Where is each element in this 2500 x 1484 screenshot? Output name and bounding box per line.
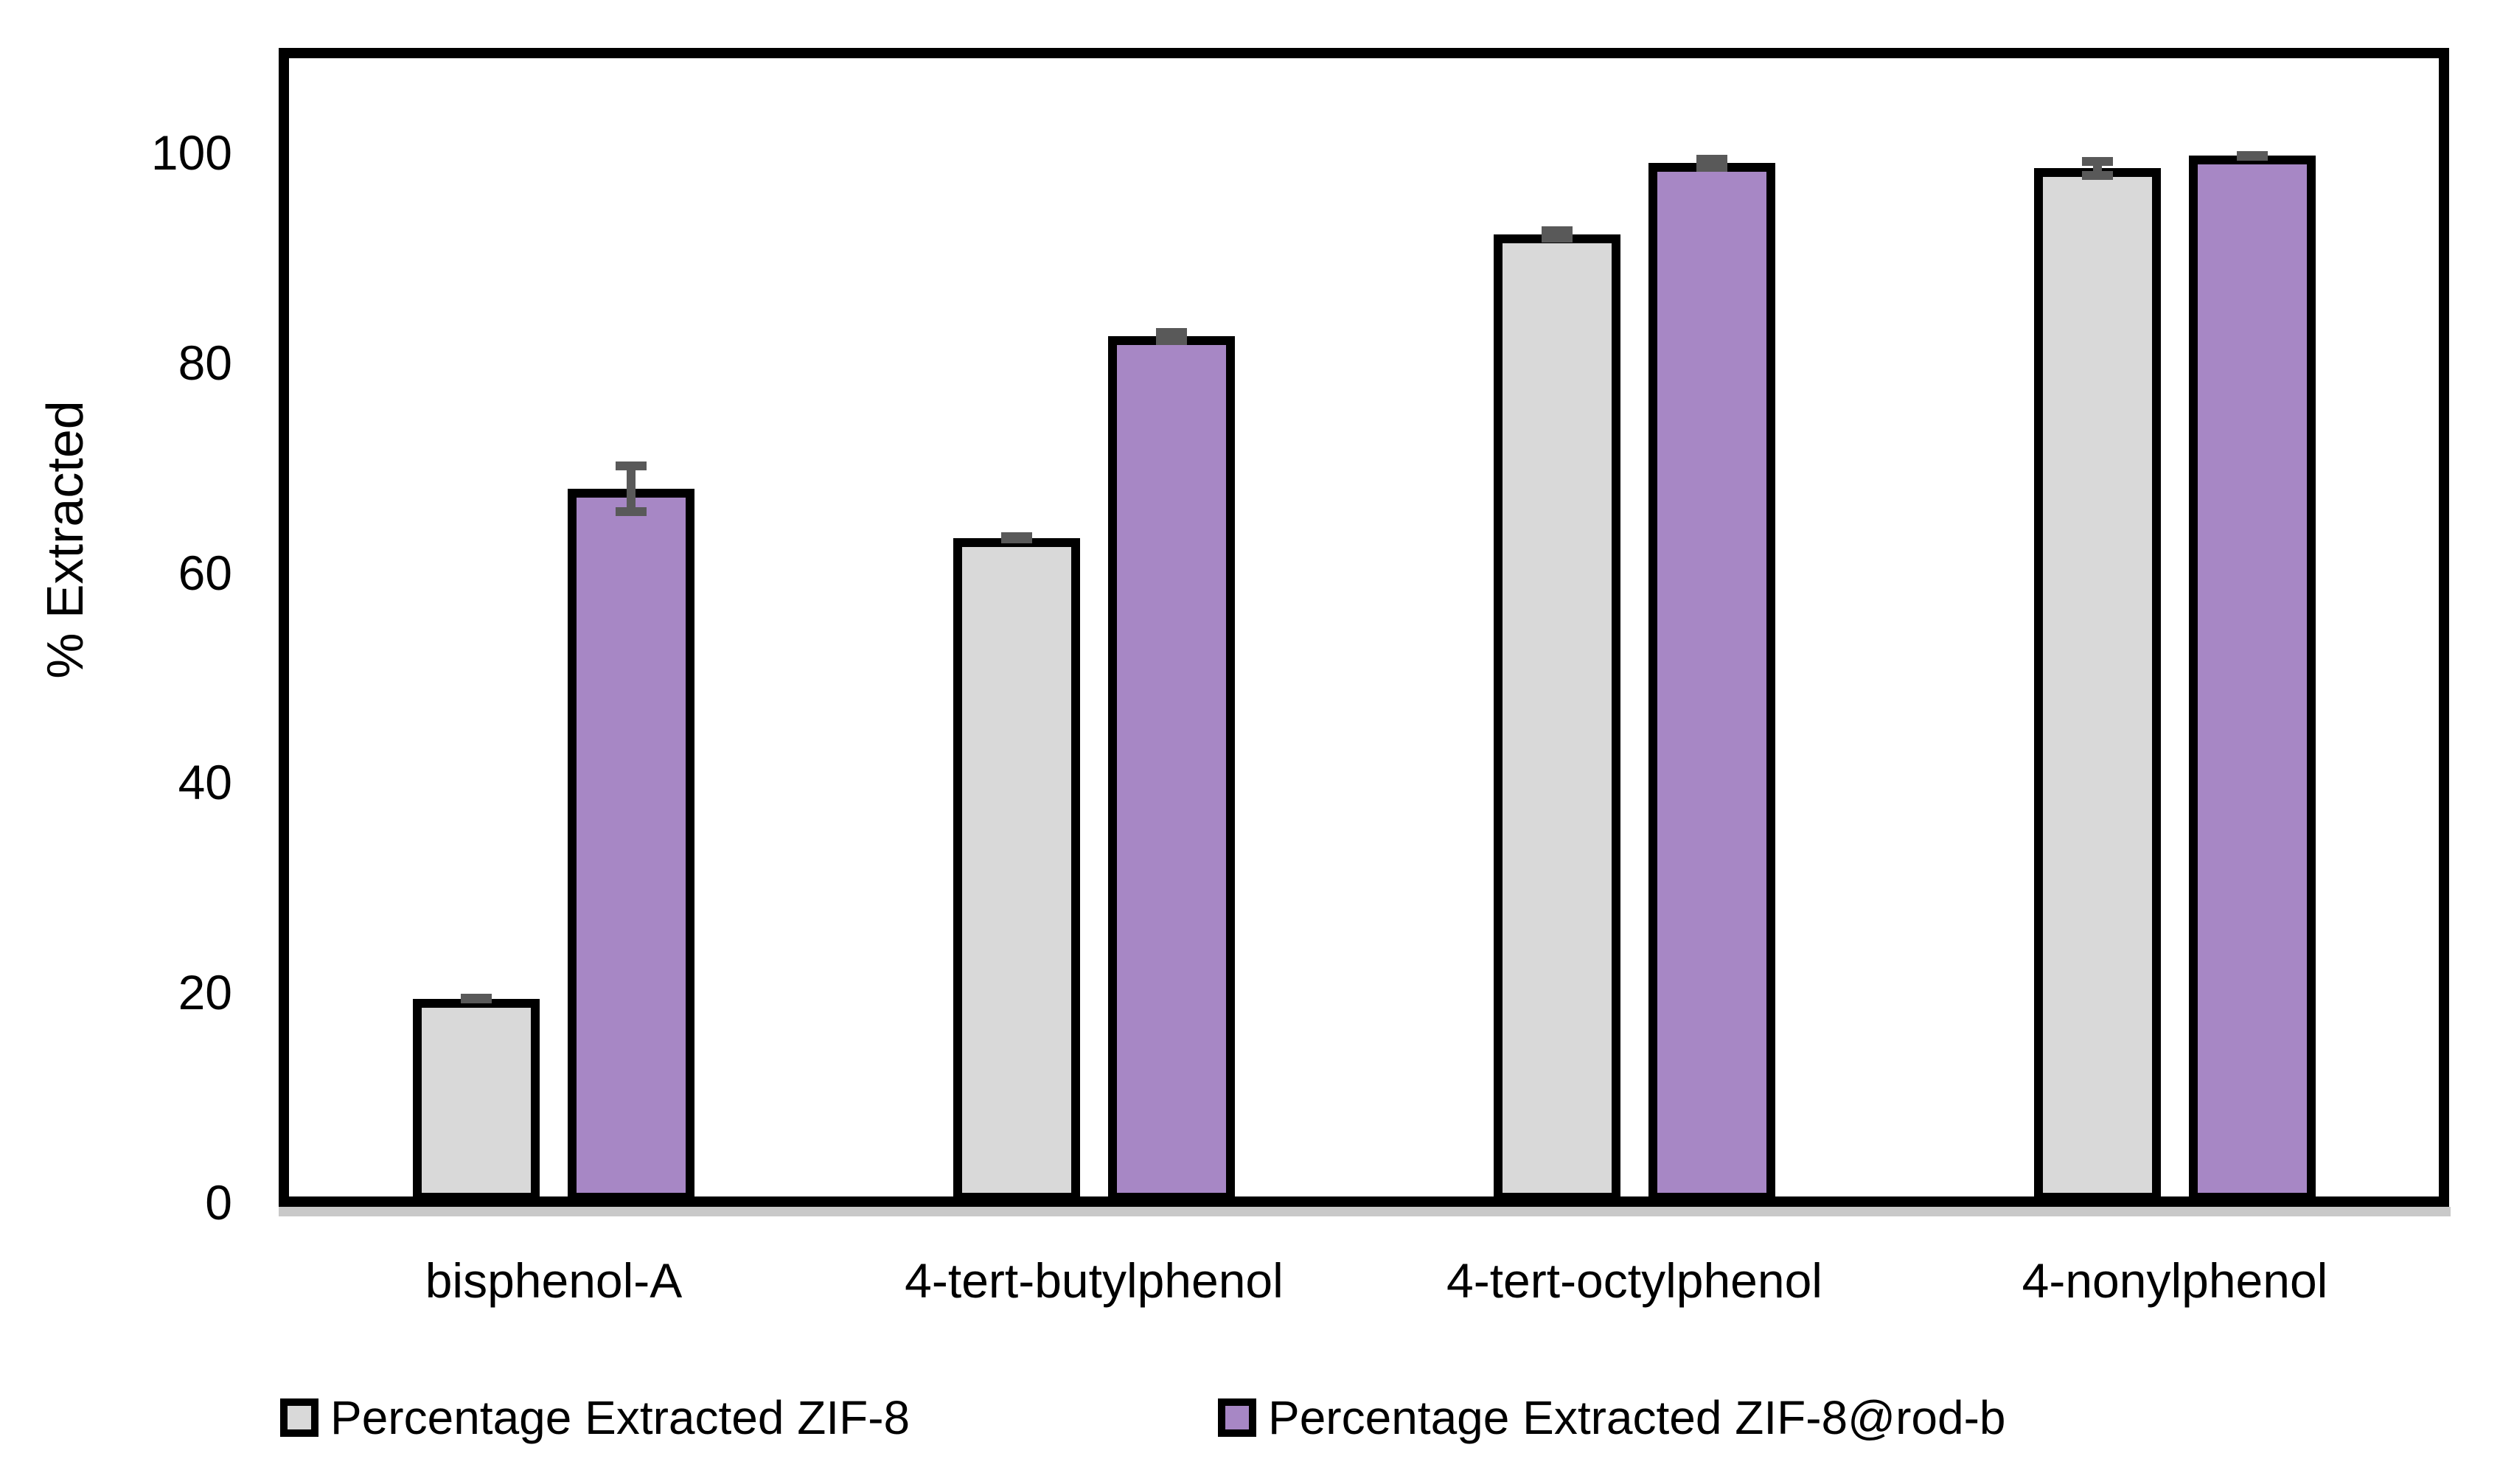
bar-zif8-rod-b-1 (1108, 336, 1235, 1202)
error-bar-cap (1696, 162, 1727, 172)
error-bar-cap (1542, 234, 1573, 243)
bar-zif8-1 (953, 537, 1080, 1202)
bar-zif8-rod-b-3 (2189, 156, 2316, 1202)
legend-label-1: Percentage Extracted ZIF-8@rod-b (1268, 1391, 2006, 1444)
x-axis-line (279, 1207, 2451, 1216)
bar-zif8-0 (413, 998, 540, 1202)
error-bar (627, 461, 636, 516)
error-bar-cap (1156, 327, 1187, 337)
legend-label-0: Percentage Extracted ZIF-8 (330, 1391, 910, 1444)
error-bar-cap (616, 461, 647, 470)
bar-zif8-2 (1494, 234, 1620, 1202)
error-bar-cap (1542, 226, 1573, 235)
y-tick-label: 20 (178, 965, 232, 1020)
error-bar-cap (1696, 154, 1727, 164)
category-label-2: 4-tert-octylphenol (1446, 1253, 1822, 1308)
error-bar-cap (2082, 156, 2113, 166)
y-tick-label: 60 (178, 545, 232, 600)
legend: Percentage Extracted ZIF-8 Percentage Ext… (0, 1379, 2500, 1460)
error-bar-cap (2082, 171, 2113, 181)
error-bar-cap (2237, 150, 2268, 160)
error-bar-cap (1001, 534, 1032, 543)
y-tick-label: 80 (178, 335, 232, 390)
category-label-3: 4-nonylphenol (2022, 1253, 2328, 1308)
error-bar-cap (461, 994, 492, 1003)
category-label-0: bisphenol-A (425, 1253, 683, 1308)
bar-zif8-3 (2034, 168, 2161, 1202)
y-tick-label: 0 (205, 1175, 232, 1230)
y-tick-label: 100 (150, 125, 232, 180)
bar-zif8-rod-b-0 (568, 488, 694, 1202)
legend-swatch-1 (1218, 1398, 1256, 1437)
error-bar-cap (1156, 335, 1187, 345)
bar-zif8-rod-b-2 (1648, 163, 1775, 1202)
legend-swatch-0 (280, 1398, 318, 1437)
category-label-1: 4-tert-butylphenol (905, 1253, 1284, 1308)
y-tick-label: 40 (178, 755, 232, 810)
error-bar-cap (616, 506, 647, 516)
